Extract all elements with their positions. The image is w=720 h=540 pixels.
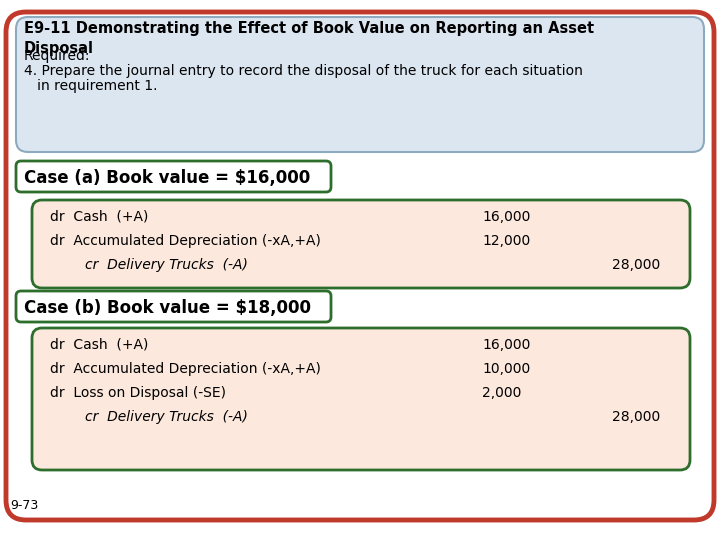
FancyBboxPatch shape — [16, 161, 331, 192]
Text: Required:: Required: — [24, 49, 91, 63]
Text: dr  Cash  (+A): dr Cash (+A) — [50, 338, 148, 352]
Text: 16,000: 16,000 — [482, 338, 531, 352]
Text: dr  Accumulated Depreciation (-xA,+A): dr Accumulated Depreciation (-xA,+A) — [50, 362, 321, 376]
Text: Case (b) Book value = $18,000: Case (b) Book value = $18,000 — [24, 299, 311, 317]
Text: 4. Prepare the journal entry to record the disposal of the truck for each situat: 4. Prepare the journal entry to record t… — [24, 64, 583, 78]
Text: 10,000: 10,000 — [482, 362, 530, 376]
Text: 12,000: 12,000 — [482, 234, 530, 248]
FancyBboxPatch shape — [32, 200, 690, 288]
Text: cr  Delivery Trucks  (-A): cr Delivery Trucks (-A) — [50, 258, 248, 272]
Text: E9-11 Demonstrating the Effect of Book Value on Reporting an Asset
Disposal: E9-11 Demonstrating the Effect of Book V… — [24, 21, 594, 56]
Text: 28,000: 28,000 — [612, 410, 660, 424]
FancyBboxPatch shape — [16, 291, 331, 322]
FancyBboxPatch shape — [32, 328, 690, 470]
Text: cr  Delivery Trucks  (-A): cr Delivery Trucks (-A) — [50, 410, 248, 424]
Text: 28,000: 28,000 — [612, 258, 660, 272]
FancyBboxPatch shape — [6, 12, 714, 520]
Text: dr  Cash  (+A): dr Cash (+A) — [50, 210, 148, 224]
Text: dr  Accumulated Depreciation (-xA,+A): dr Accumulated Depreciation (-xA,+A) — [50, 234, 321, 248]
FancyBboxPatch shape — [16, 17, 704, 152]
Text: dr  Loss on Disposal (-SE): dr Loss on Disposal (-SE) — [50, 386, 226, 400]
Text: 2,000: 2,000 — [482, 386, 521, 400]
Text: 16,000: 16,000 — [482, 210, 531, 224]
Text: in requirement 1.: in requirement 1. — [24, 79, 158, 93]
Text: 9-73: 9-73 — [10, 499, 38, 512]
Text: Case (a) Book value = $16,000: Case (a) Book value = $16,000 — [24, 169, 310, 187]
